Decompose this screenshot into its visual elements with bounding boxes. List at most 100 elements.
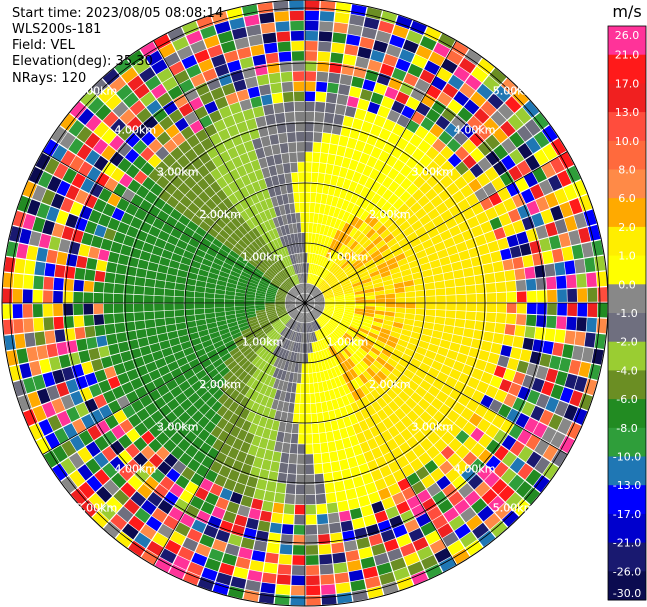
range-gate xyxy=(379,63,395,77)
range-gate xyxy=(216,189,228,201)
range-gate xyxy=(184,290,195,298)
range-gate xyxy=(123,498,140,515)
range-gate xyxy=(325,163,334,175)
range-gate xyxy=(415,78,431,93)
range-gate xyxy=(174,374,187,386)
range-gate xyxy=(354,246,365,256)
range-gate xyxy=(382,141,395,154)
range-gate xyxy=(222,225,234,236)
range-gate xyxy=(352,444,363,456)
range-gate xyxy=(290,265,296,275)
range-gate xyxy=(309,212,315,223)
range-gate xyxy=(226,254,238,263)
range-gate xyxy=(170,446,185,460)
range-gate xyxy=(586,317,597,333)
range-gate xyxy=(239,98,252,111)
range-gate xyxy=(106,333,118,345)
range-gate xyxy=(321,257,328,267)
range-gate xyxy=(489,67,507,85)
range-gate xyxy=(391,271,402,280)
range-gate xyxy=(292,243,297,254)
range-gate xyxy=(202,68,218,82)
range-gate xyxy=(315,300,325,303)
range-gate xyxy=(413,162,426,175)
range-gate xyxy=(104,414,119,430)
range-gate xyxy=(360,504,374,517)
range-gate xyxy=(211,335,222,344)
range-gate xyxy=(305,222,309,233)
range-gate xyxy=(318,422,326,433)
range-gate xyxy=(284,224,291,235)
range-gate xyxy=(330,461,341,472)
range-gate xyxy=(275,112,286,124)
range-gate xyxy=(16,348,29,364)
range-gate xyxy=(483,409,497,423)
range-gate xyxy=(312,142,322,153)
range-gate xyxy=(222,409,234,422)
range-gate xyxy=(43,290,53,303)
range-gate xyxy=(76,338,88,352)
range-gate xyxy=(182,250,195,260)
range-gate xyxy=(90,235,104,249)
range-gate xyxy=(326,431,335,442)
range-gate xyxy=(301,333,304,343)
range-gate xyxy=(261,167,271,179)
range-gate xyxy=(442,531,459,547)
range-gate xyxy=(256,311,266,316)
range-gate xyxy=(478,449,493,465)
range-gate xyxy=(315,341,321,352)
range-gate xyxy=(404,348,416,358)
range-gate xyxy=(95,104,112,121)
range-gate xyxy=(238,357,248,367)
range-gate xyxy=(288,402,295,413)
range-gate xyxy=(285,483,296,495)
range-gate xyxy=(291,41,304,51)
range-gate xyxy=(281,81,294,93)
range-gate xyxy=(503,368,516,382)
range-gate xyxy=(280,370,287,381)
range-gate xyxy=(204,186,216,198)
range-gate xyxy=(194,105,208,120)
range-gate xyxy=(263,104,275,116)
range-gate xyxy=(370,146,383,159)
range-gate xyxy=(439,556,457,572)
range-gate xyxy=(243,589,260,602)
range-gate xyxy=(282,91,294,103)
range-gate xyxy=(216,176,228,189)
range-gate xyxy=(306,312,310,323)
range-gate xyxy=(177,546,195,561)
range-gate xyxy=(263,145,273,157)
range-gate xyxy=(326,237,334,248)
range-gate xyxy=(296,332,301,343)
range-gate xyxy=(341,64,355,76)
range-gate xyxy=(551,449,567,467)
range-gate xyxy=(74,327,86,340)
range-gate xyxy=(342,262,352,272)
range-gate xyxy=(311,423,319,434)
range-gate xyxy=(285,298,296,301)
range-gate xyxy=(402,274,413,282)
range-gate xyxy=(342,285,353,291)
range-gate xyxy=(392,247,404,257)
range-gate xyxy=(242,66,256,79)
range-gate xyxy=(365,353,376,364)
range-gate xyxy=(294,101,305,112)
range-gate xyxy=(253,343,263,353)
range-gate xyxy=(140,499,157,515)
range-gate xyxy=(259,222,269,234)
range-gate xyxy=(434,241,446,252)
range-gate xyxy=(571,345,584,361)
range-gate xyxy=(23,318,34,333)
range-gate xyxy=(86,166,102,182)
range-gate xyxy=(433,153,447,167)
range-gate xyxy=(291,275,297,285)
range-gate xyxy=(334,294,345,299)
range-gate xyxy=(98,213,111,227)
range-gate xyxy=(397,339,409,348)
range-gate xyxy=(116,84,133,101)
range-gate xyxy=(437,33,456,49)
range-gate xyxy=(200,501,215,515)
range-gate xyxy=(336,94,349,106)
range-gate xyxy=(14,333,26,349)
range-gate xyxy=(276,237,284,248)
